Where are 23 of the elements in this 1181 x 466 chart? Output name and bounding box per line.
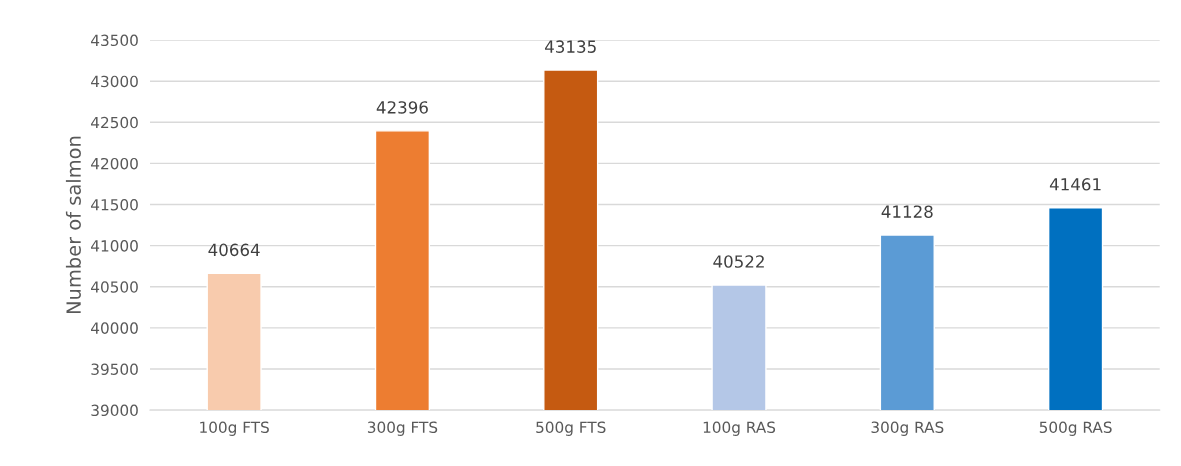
y-tick-label: 40000: [91, 322, 138, 334]
x-tick-label: 500g RAS: [1039, 421, 1112, 436]
x-tick-label: 300g RAS: [871, 421, 944, 436]
x-tick-label: 100g FTS: [200, 421, 269, 436]
y-tick-label: 43000: [91, 75, 138, 88]
data-label: 42396: [376, 101, 428, 114]
data-label: 41128: [881, 205, 933, 218]
y-tick-label: 40500: [91, 281, 138, 293]
y-tick-label: 42000: [91, 157, 138, 170]
y-tick-label: 41000: [91, 240, 138, 252]
y-tick-label: 39000: [91, 404, 138, 417]
x-tick-label: 100g RAS: [703, 421, 776, 436]
x-tick-label: 500g FTS: [536, 421, 606, 436]
data-label: 43135: [545, 40, 596, 53]
data-label: 40664: [208, 243, 260, 257]
y-tick-label: 39500: [91, 363, 138, 375]
y-axis-title: Number of salmon: [65, 136, 81, 314]
x-tick-label: 300g FTS: [367, 421, 438, 436]
data-label: 41461: [1049, 178, 1101, 191]
y-tick-label: 41500: [91, 198, 138, 211]
y-tick-label: 42500: [91, 116, 138, 129]
y-tick-label: 43500: [91, 34, 138, 47]
data-label: 40522: [713, 255, 764, 268]
